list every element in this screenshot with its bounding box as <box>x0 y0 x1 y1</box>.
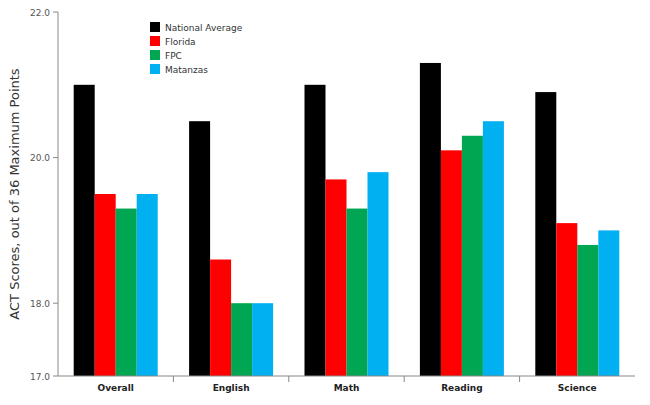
x-tick <box>173 376 174 382</box>
y-tick <box>53 12 58 13</box>
bar <box>74 85 95 376</box>
x-tick-label: Science <box>558 383 597 393</box>
legend-label: Florida <box>165 37 196 47</box>
bar <box>210 260 231 376</box>
legend: National Average Florida FPC Matanzas <box>150 22 243 75</box>
bar <box>137 194 158 376</box>
y-tick-label: 18.0 <box>30 299 50 309</box>
bar <box>347 209 368 376</box>
bar <box>598 230 619 376</box>
legend-label: FPC <box>165 51 182 61</box>
x-tick <box>404 376 405 382</box>
y-axis <box>58 12 59 376</box>
y-tick-label: 17.0 <box>30 372 50 382</box>
bar <box>535 92 556 376</box>
bar <box>189 121 210 376</box>
y-tick <box>53 376 58 377</box>
x-tick-label: Reading <box>441 383 482 393</box>
bar <box>462 136 483 376</box>
bar <box>231 303 252 376</box>
x-axis <box>58 376 635 377</box>
legend-label: National Average <box>165 23 243 33</box>
legend-swatch <box>150 36 160 46</box>
y-axis-label: ACT Scores, out of 36 Maximum Points <box>7 68 22 319</box>
x-tick-label: English <box>213 383 250 393</box>
bar <box>252 303 273 376</box>
legend-label: Matanzas <box>165 65 208 75</box>
bar <box>441 150 462 376</box>
bar <box>95 194 116 376</box>
y-tick <box>53 303 58 304</box>
bar <box>116 209 137 376</box>
chart: 17.0 18.0 20.0 22.0 ACT Scores, out of 36 Ma… <box>0 0 650 405</box>
legend-swatch <box>150 64 160 74</box>
bar <box>420 63 441 376</box>
bar <box>483 121 504 376</box>
x-tick <box>288 376 289 382</box>
y-tick-label: 20.0 <box>30 153 50 163</box>
y-tick <box>53 157 58 158</box>
bars <box>74 63 620 376</box>
bar <box>305 85 326 376</box>
bar <box>577 245 598 376</box>
bar <box>368 172 389 376</box>
bar <box>326 179 347 376</box>
x-tick-label: Math <box>334 383 360 393</box>
legend-swatch <box>150 22 160 32</box>
x-tick-label: Overall <box>98 383 134 393</box>
y-tick-label: 22.0 <box>30 8 50 18</box>
bar <box>556 223 577 376</box>
x-tick <box>519 376 520 382</box>
legend-swatch <box>150 50 160 60</box>
